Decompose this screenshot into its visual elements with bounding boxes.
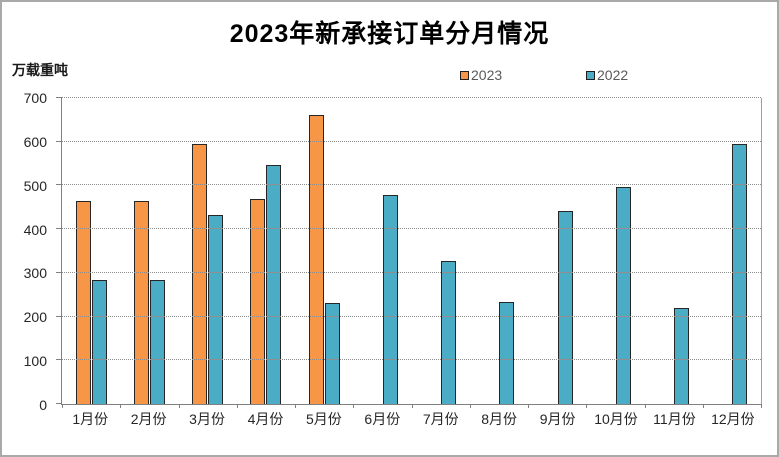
bar-2022-month-7 (441, 261, 457, 404)
bar-group-5 (295, 98, 353, 404)
bar-2023-month-1 (75, 201, 91, 404)
y-tick-label-400: 400 (23, 221, 47, 238)
x-tick-mark-9 (586, 404, 588, 408)
y-axis-labels: 0 100 200 300 400 500 600 700 (2, 90, 55, 413)
x-tick-mark-8 (528, 404, 529, 408)
x-tick-mark-1 (120, 404, 122, 408)
bar-group-10 (586, 98, 644, 404)
x-tick-label-4: 4月份 (247, 411, 284, 427)
bar-2023-month-4 (250, 199, 266, 404)
x-tick-label-7: 7月份 (422, 411, 459, 427)
gridline-200 (62, 315, 761, 317)
bars-row (62, 98, 761, 404)
x-tick-mark-7 (469, 404, 471, 408)
y-tick-mark-700 (56, 97, 62, 98)
bar-2022-month-5 (324, 303, 340, 404)
gridline-600 (62, 140, 761, 142)
x-tick-label-1: 1月份 (72, 411, 109, 427)
bar-group-8 (470, 98, 528, 404)
legend-swatch-2023 (460, 70, 469, 80)
x-tick-label-11: 11月份 (653, 411, 696, 427)
gridline-300 (62, 271, 761, 273)
y-tick-label-200: 200 (23, 309, 47, 326)
x-tick-mark-6 (411, 404, 413, 408)
gridline-100 (62, 359, 761, 361)
y-tick-mark-500 (56, 184, 62, 186)
gridline-500 (62, 184, 761, 186)
x-tick-label-10: 10月份 (594, 411, 638, 427)
y-tick-label-500: 500 (23, 177, 47, 194)
chart-title: 2023年新承接订单分月情况 (229, 20, 550, 48)
x-tick-mark-10 (644, 404, 646, 408)
bar-2023-month-5 (308, 115, 324, 404)
x-tick-mark-5 (353, 404, 355, 408)
y-tick-mark-0 (56, 403, 62, 404)
y-tick-mark-100 (56, 359, 62, 361)
y-tick-label-300: 300 (23, 265, 47, 282)
bar-2022-month-6 (382, 195, 398, 404)
x-tick-label-8: 8月份 (481, 411, 518, 427)
x-tick-label-3: 3月份 (189, 411, 225, 427)
y-tick-label-600: 600 (23, 133, 47, 150)
bar-2022-month-1 (91, 280, 107, 404)
bar-2022-month-11 (674, 307, 690, 404)
bar-group-3 (179, 98, 237, 404)
y-tick-label-100: 100 (23, 353, 47, 370)
plot-area (56, 97, 762, 408)
legend-label-2023: 2023 (471, 67, 503, 83)
x-tick-label-9: 9月份 (539, 411, 576, 427)
bar-2022-month-2 (149, 279, 165, 404)
bar-2022-month-10 (615, 187, 631, 404)
bar-group-9 (528, 98, 586, 404)
y-tick-mark-600 (56, 140, 62, 142)
bar-2023-month-3 (192, 143, 208, 404)
bar-2022-month-3 (208, 215, 224, 404)
bar-2022-month-12 (732, 144, 748, 404)
legend-item-2023: 2023 (460, 67, 502, 83)
x-tick-mark-0 (62, 404, 63, 408)
legend-item-2022: 2022 (586, 67, 628, 83)
gridline-700 (62, 97, 761, 98)
bar-group-2 (120, 98, 178, 404)
x-tick-label-5: 5月份 (306, 411, 342, 427)
bar-2022-month-4 (266, 164, 282, 404)
bar-group-7 (412, 98, 470, 404)
x-axis-labels: 1月份 2月份 3月份 4月份 5月份 6月份 7月份 8月份 9月份 10月份 11月份 12月份 (61, 409, 762, 429)
x-tick-mark-11 (702, 404, 704, 408)
x-tick-mark-3 (236, 404, 238, 408)
legend-label-2022: 2022 (597, 67, 629, 83)
bar-2023-month-2 (133, 200, 149, 404)
bar-2022-month-8 (499, 302, 515, 404)
x-tick-label-12: 12月份 (711, 411, 755, 427)
y-axis-unit-label: 万载重吨 (12, 62, 68, 78)
x-tick-mark-4 (295, 404, 296, 408)
gridline-400 (62, 228, 761, 230)
bar-group-11 (645, 98, 703, 404)
legend-swatch-2022 (586, 70, 595, 80)
bar-group-4 (237, 98, 295, 404)
x-tick-label-2: 2月份 (130, 411, 167, 427)
bar-group-1 (62, 98, 120, 404)
x-tick-label-6: 6月份 (364, 411, 401, 427)
bar-2022-month-9 (557, 211, 573, 404)
y-tick-label-700: 700 (23, 90, 47, 106)
bar-group-6 (353, 98, 411, 404)
y-tick-mark-300 (56, 271, 62, 273)
bar-group-12 (703, 98, 761, 404)
y-tick-mark-200 (56, 315, 62, 317)
x-tick-mark-12 (761, 404, 762, 408)
x-tick-mark-2 (178, 404, 180, 408)
y-tick-label-0: 0 (39, 397, 47, 413)
y-tick-mark-400 (56, 228, 62, 230)
